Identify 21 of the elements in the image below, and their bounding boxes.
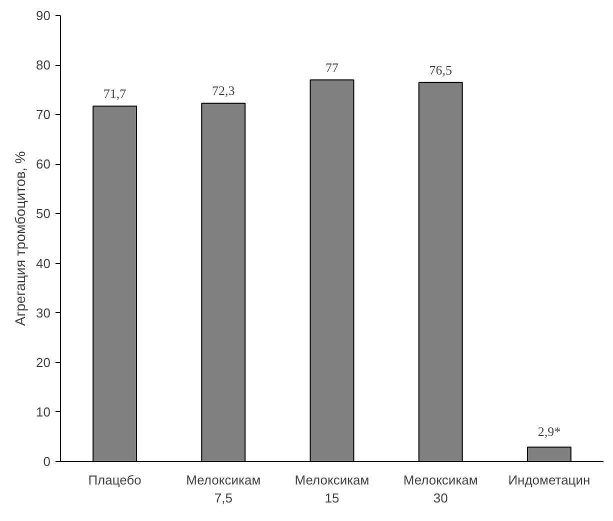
y-tick-label: 30 xyxy=(36,305,51,320)
y-tick-label: 90 xyxy=(36,8,51,23)
data-label: 72,3 xyxy=(212,83,235,98)
x-tick-label: Индометацин xyxy=(508,472,590,488)
y-tick-label: 60 xyxy=(36,156,51,172)
x-tick-label: Мелоксикам 30 xyxy=(403,472,478,506)
y-tick-label: 10 xyxy=(36,404,51,420)
y-tick-label: 80 xyxy=(36,58,51,73)
data-label: 76,5 xyxy=(429,62,452,78)
y-tick-label: 40 xyxy=(36,256,51,271)
x-tick-label: Плацебо xyxy=(88,472,142,488)
y-tick-label: 70 xyxy=(36,107,51,122)
y-tick-label: 20 xyxy=(36,354,51,370)
y-tick-label: 50 xyxy=(36,206,51,222)
x-tick-label: Мелоксикам 15 xyxy=(294,472,370,506)
data-label: 71,7 xyxy=(103,86,127,102)
y-axis-title: Агрегация тромбоцитов, % xyxy=(12,151,28,326)
x-tick-label: Мелоксикам 7,5 xyxy=(186,472,261,506)
y-tick-label: 0 xyxy=(43,454,51,469)
data-label: 2,9* xyxy=(538,424,561,440)
data-label: 77 xyxy=(326,60,339,75)
